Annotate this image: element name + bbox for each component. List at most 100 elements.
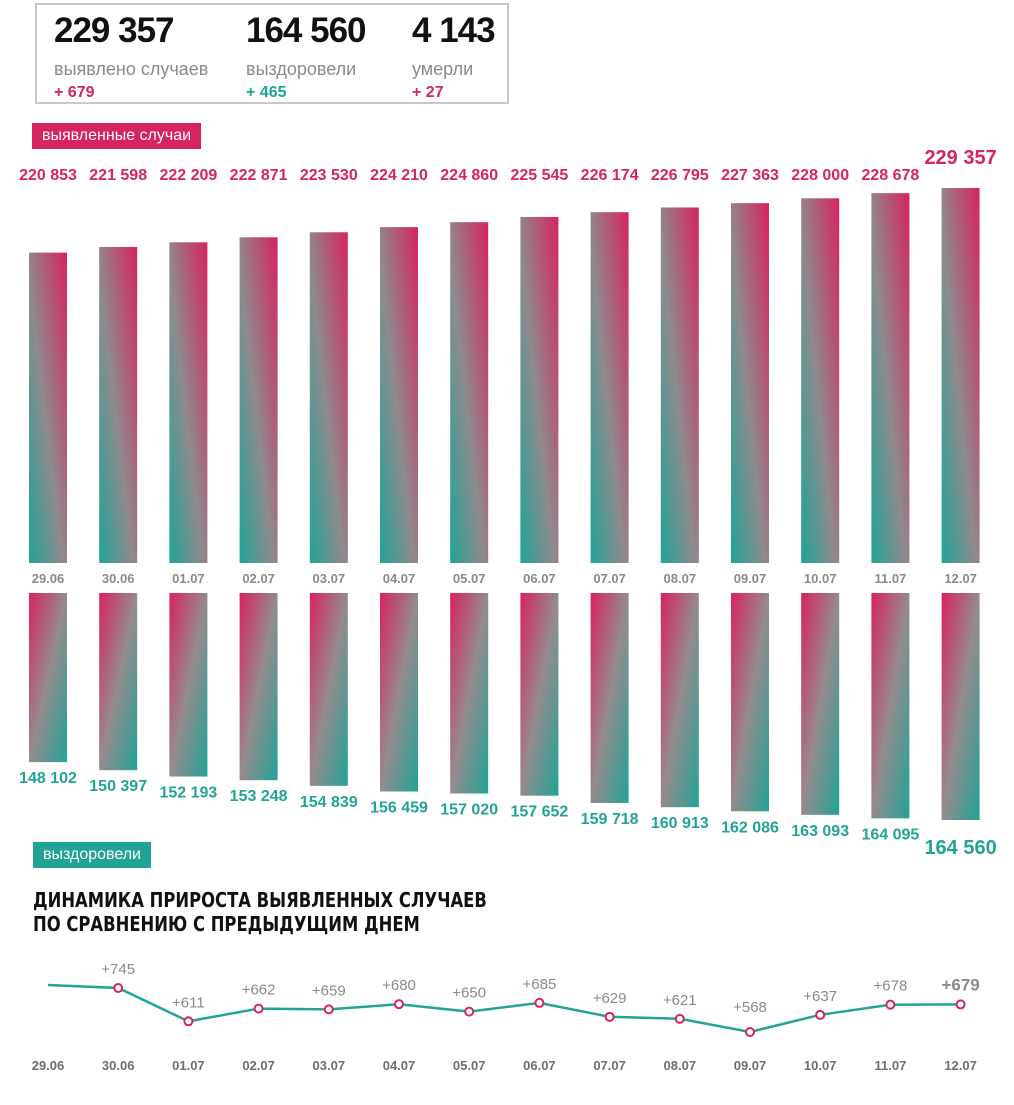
growth-value-label: +568 <box>733 999 767 1016</box>
recovered-bar <box>309 593 348 786</box>
line-date-tick-label: 04.07 <box>383 1058 416 1073</box>
recovered-value-label: 157 652 <box>510 804 568 821</box>
cases-value-label: 224 210 <box>370 167 428 184</box>
recovered-value-label: 163 093 <box>791 823 849 840</box>
growth-point <box>955 999 966 1010</box>
cases-bar <box>941 188 980 563</box>
date-tick-label: 06.07 <box>523 571 556 586</box>
growth-point <box>394 999 404 1010</box>
line-date-tick-label: 30.06 <box>102 1058 135 1073</box>
recovered-bar <box>99 593 138 771</box>
growth-point <box>885 999 896 1010</box>
growth-point <box>674 1013 685 1024</box>
recovered-value-label: 154 839 <box>300 794 358 811</box>
date-tick-label: 04.07 <box>383 571 416 586</box>
growth-value-label: +745 <box>101 961 135 978</box>
recovered-delta: + 465 <box>246 84 287 101</box>
stat-deaths: 4 143 умерли + 27 <box>412 11 496 103</box>
growth-value-label: +662 <box>242 982 276 999</box>
line-date-tick-label: 29.06 <box>32 1058 65 1073</box>
recovered-bar <box>380 593 418 792</box>
date-tick-label: 09.07 <box>734 571 767 586</box>
date-tick-label: 01.07 <box>172 571 205 586</box>
growth-point <box>323 1004 334 1015</box>
growth-point <box>604 1011 615 1022</box>
line-chart-title: ДИНАМИКА ПРИРОСТА ВЫЯВЛЕННЫХ СЛУЧАЕВ ПО … <box>33 888 487 936</box>
line-date-tick-label: 09.07 <box>734 1058 767 1073</box>
date-tick-label: 08.07 <box>664 571 697 586</box>
recovered-value-label: 159 718 <box>581 811 639 828</box>
cases-value-label: 223 530 <box>300 167 358 184</box>
cases-bar <box>660 207 699 563</box>
date-tick-label: 12.07 <box>944 571 977 586</box>
cases-bar <box>99 246 138 563</box>
recovered-value-label: 157 020 <box>440 801 498 818</box>
cases-value-label: 224 860 <box>440 167 498 184</box>
line-date-tick-label: 06.07 <box>523 1058 556 1073</box>
recovered-bar <box>731 593 769 812</box>
cases-value-label: 226 174 <box>581 167 639 184</box>
growth-point <box>815 1009 826 1020</box>
cases-value-label: 222 209 <box>159 167 217 184</box>
growth-value-label: +678 <box>874 978 908 995</box>
recovered-bar <box>520 593 559 796</box>
cases-bar <box>520 216 559 563</box>
growth-point <box>534 997 545 1008</box>
stat-recovered: 164 560 выздоровели + 465 <box>246 11 367 103</box>
cases-value-label: 228 000 <box>791 167 849 184</box>
cases-label: выявлено случаев <box>54 59 209 79</box>
line-date-tick-label: 11.07 <box>874 1058 906 1073</box>
growth-point <box>745 1027 755 1037</box>
cases-bar <box>169 242 208 563</box>
growth-value-label: +621 <box>663 992 697 1009</box>
growth-point <box>464 1006 475 1017</box>
date-tick-label: 05.07 <box>453 571 486 586</box>
recovered-value-label: 153 248 <box>230 788 288 805</box>
recovered-label: выздоровели <box>246 59 357 79</box>
stat-cases: 229 357 выявлено случаев + 679 <box>54 11 208 103</box>
growth-value-label: +629 <box>593 990 627 1007</box>
recovered-bar <box>29 593 67 763</box>
cases-value-label: 225 545 <box>510 167 568 184</box>
line-date-tick-label: 05.07 <box>453 1058 486 1073</box>
date-tick-label: 02.07 <box>242 571 275 586</box>
cases-bar <box>871 193 910 563</box>
date-tick-label: 30.06 <box>102 571 135 586</box>
recovered-chart-label: выздоровели <box>33 842 151 868</box>
growth-value-label: +659 <box>312 982 346 999</box>
recovered-bar <box>590 593 629 803</box>
date-tick-label: 11.07 <box>874 571 906 586</box>
recovered-value-label: 148 102 <box>19 770 77 787</box>
cases-bar <box>590 212 629 563</box>
recovered-total: 164 560 <box>246 11 367 50</box>
recovered-bar <box>169 593 208 777</box>
cases-value-label: 229 357 <box>924 147 996 169</box>
line-chart-title-line-1: ДИНАМИКА ПРИРОСТА ВЫЯВЛЕННЫХ СЛУЧАЕВ <box>33 888 487 912</box>
date-tick-label: 10.07 <box>804 571 837 586</box>
growth-point <box>253 1003 264 1014</box>
cases-value-label: 222 871 <box>230 167 288 184</box>
recovered-bar <box>941 593 980 820</box>
line-date-tick-label: 10.07 <box>804 1058 837 1073</box>
date-tick-label: 03.07 <box>313 571 346 586</box>
growth-point <box>113 983 124 993</box>
cases-bar <box>309 232 348 563</box>
recovered-value-label: 160 913 <box>651 815 709 832</box>
line-date-tick-label: 03.07 <box>313 1058 346 1073</box>
cases-bar-chart: 220 853 29.06 221 598 30.06 222 209 01.07 222 … <box>19 147 997 586</box>
cases-bar <box>239 237 278 563</box>
date-tick-label: 29.06 <box>32 571 65 586</box>
recovered-value-label: 164 560 <box>924 837 996 859</box>
line-date-tick-label: 07.07 <box>593 1058 626 1073</box>
line-date-tick-label: 02.07 <box>242 1058 275 1073</box>
recovered-value-label: 156 459 <box>370 800 428 817</box>
line-date-tick-label: 08.07 <box>664 1058 697 1073</box>
cases-bar <box>29 252 67 563</box>
recovered-bar <box>801 593 840 815</box>
growth-value-label: +650 <box>452 985 486 1002</box>
date-tick-label: 07.07 <box>593 571 626 586</box>
line-date-tick-label: 12.07 <box>944 1058 977 1073</box>
cases-value-label: 221 598 <box>89 167 147 184</box>
cases-value-label: 226 795 <box>651 167 709 184</box>
